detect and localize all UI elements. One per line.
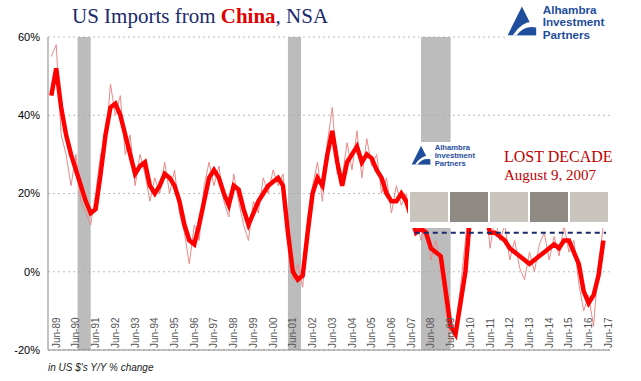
svg-text:Jun-03: Jun-03 <box>327 317 338 348</box>
svg-text:-20%: -20% <box>14 344 40 356</box>
svg-text:Jun-08: Jun-08 <box>425 317 436 348</box>
svg-text:Jun-90: Jun-90 <box>70 317 81 348</box>
svg-text:Jun-04: Jun-04 <box>347 317 358 348</box>
svg-text:Jun-91: Jun-91 <box>90 317 101 348</box>
svg-text:Jun-02: Jun-02 <box>307 317 318 348</box>
svg-text:Jun-09: Jun-09 <box>445 317 456 348</box>
svg-text:Jun-93: Jun-93 <box>130 317 141 348</box>
html-text:LOST DECADE: LOST DECADE <box>504 148 613 165</box>
svg-text:Jun-98: Jun-98 <box>228 317 239 348</box>
svg-text:Jun-07: Jun-07 <box>406 317 417 348</box>
svg-text:Jun-16: Jun-16 <box>583 317 594 348</box>
svg-text:Jun-94: Jun-94 <box>149 317 160 348</box>
svg-text:20%: 20% <box>18 187 40 199</box>
svg-text:Jun-97: Jun-97 <box>208 317 219 348</box>
svg-text:Jun-17: Jun-17 <box>603 317 614 348</box>
svg-text:Jun-89: Jun-89 <box>51 317 62 348</box>
svg-text:Jun-92: Jun-92 <box>110 317 121 348</box>
svg-text:0%: 0% <box>24 266 40 278</box>
svg-text:60%: 60% <box>18 31 40 43</box>
html-text:Alhambra Investment Partners: Alhambra Investment Partners <box>434 143 475 169</box>
svg-text:Jun-12: Jun-12 <box>504 317 515 348</box>
svg-text:Jun-11: Jun-11 <box>485 318 496 348</box>
html-text:August 9, 2007: August 9, 2007 <box>504 167 597 183</box>
svg-text:Jun-14: Jun-14 <box>544 317 555 348</box>
html-text:Alhambra Investment Partners: Alhambra Investment Partners <box>542 3 605 41</box>
svg-text:Jun-01: Jun-01 <box>287 317 298 348</box>
svg-text:Jun-00: Jun-00 <box>268 317 279 348</box>
svg-text:Jun-05: Jun-05 <box>366 317 377 348</box>
svg-text:Jun-10: Jun-10 <box>465 317 476 348</box>
html-text:US Imports from China, NSA: US Imports from China, NSA <box>72 4 329 28</box>
svg-text:40%: 40% <box>18 109 40 121</box>
svg-text:Jun-13: Jun-13 <box>524 317 535 348</box>
svg-text:Jun-95: Jun-95 <box>169 317 180 348</box>
svg-text:Jun-06: Jun-06 <box>386 317 397 348</box>
svg-text:Jun-96: Jun-96 <box>189 317 200 348</box>
svg-text:Jun-15: Jun-15 <box>563 317 574 348</box>
html-text:in US $'s Y/Y % change: in US $'s Y/Y % change <box>48 362 154 373</box>
svg-text:Jun-99: Jun-99 <box>248 317 259 348</box>
